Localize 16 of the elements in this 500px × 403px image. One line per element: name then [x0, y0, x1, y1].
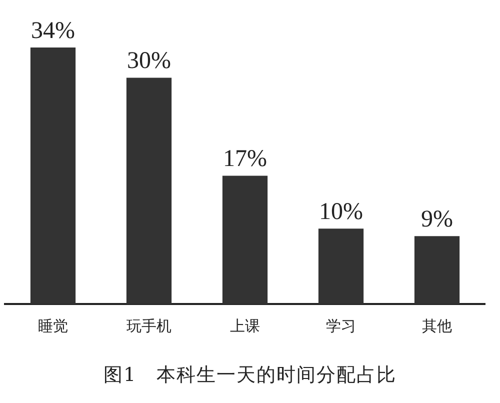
x-tick-label: 学习	[326, 316, 356, 335]
data-label: 17%	[223, 146, 267, 172]
bar	[222, 176, 268, 304]
bar	[318, 228, 364, 304]
data-label: 34%	[31, 18, 75, 44]
bar	[30, 48, 76, 304]
data-label: 30%	[127, 48, 171, 74]
data-label: 9%	[421, 206, 453, 232]
bar	[126, 78, 172, 304]
x-tick-label: 睡觉	[38, 316, 68, 335]
x-tick-label: 玩手机	[126, 316, 172, 335]
bar	[414, 236, 460, 304]
x-tick-label: 上课	[230, 316, 260, 335]
x-tick-label: 其他	[422, 316, 452, 335]
text: 图1 本科生一天的时间分配占比	[102, 363, 398, 388]
data-label: 10%	[319, 198, 363, 225]
